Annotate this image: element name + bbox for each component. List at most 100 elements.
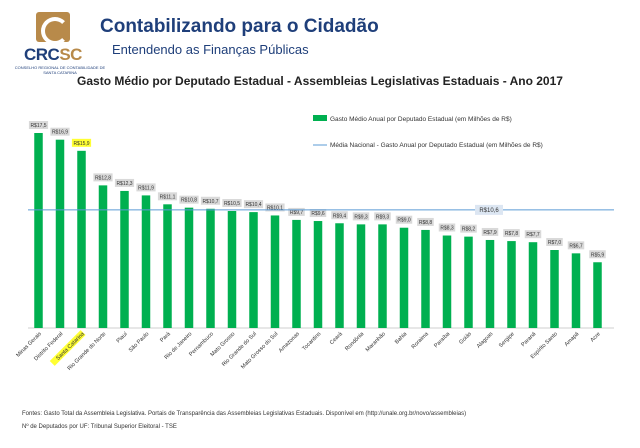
data-label-bg-12 <box>288 207 305 216</box>
category-label-17: Bahia <box>394 331 409 346</box>
data-label-bg-8 <box>200 196 221 205</box>
legend-bar-swatch <box>313 115 327 121</box>
data-label-bg-19 <box>438 223 456 232</box>
data-label-8: R$10,7 <box>202 199 218 205</box>
data-label-bg-20 <box>460 224 477 233</box>
data-label-bg-5 <box>136 183 156 192</box>
logo-wordmark: CRCSC <box>24 45 82 64</box>
bar-21 <box>485 239 495 328</box>
data-label-12: R$9,7 <box>290 210 304 216</box>
category-label-21: Alagoas <box>476 331 495 350</box>
data-label-bg-17 <box>395 215 413 224</box>
data-label-bg-16 <box>374 212 391 221</box>
data-label-bg-21 <box>481 227 499 236</box>
bar-16 <box>378 224 387 328</box>
category-label-22: Sergipe <box>498 331 516 349</box>
chart-title: Gasto Médio por Deputado Estadual - Asse… <box>77 74 563 88</box>
category-label-3: Rio Grande do Norte <box>67 331 108 372</box>
page-subtitle: Entendendo as Finanças Públicas <box>112 42 309 57</box>
data-label-6: R$11,1 <box>160 194 176 200</box>
bar-25 <box>571 253 581 328</box>
data-label-bg-6 <box>157 192 178 201</box>
bar-3 <box>98 185 108 328</box>
data-label-19: R$8,3 <box>440 226 454 232</box>
data-label-bg-1 <box>50 127 70 136</box>
bar-20 <box>464 236 473 328</box>
data-label-17: R$9,0 <box>397 218 411 224</box>
data-label-18: R$8,8 <box>419 220 433 226</box>
data-label-3: R$12,8 <box>95 175 111 181</box>
data-label-bg-3 <box>93 173 113 182</box>
bar-18 <box>421 229 430 328</box>
data-label-bg-25 <box>567 241 585 250</box>
data-label-24: R$7,0 <box>548 240 562 246</box>
data-label-bg-24 <box>546 238 563 246</box>
category-label-5: São Paulo <box>128 331 151 354</box>
data-label-bg-14 <box>331 211 348 220</box>
data-label-4: R$12,3 <box>116 181 132 187</box>
category-label-15: Rondônia <box>344 331 366 353</box>
bar-14 <box>335 223 344 328</box>
data-label-5: R$11,9 <box>138 185 154 191</box>
category-label-6: Pará <box>159 331 172 344</box>
category-label-16: Maranhão <box>365 331 387 353</box>
category-label-11: Mato Grosso do Sul <box>240 331 279 370</box>
data-label-21: R$7,9 <box>483 230 497 236</box>
category-label-25: Amapá <box>564 331 581 348</box>
data-label-bg-23 <box>524 230 542 239</box>
page-title: Contabilizando para o Cidadão <box>100 16 379 37</box>
footer-deputies: Nº de Deputados por UF: Tribunal Superio… <box>22 424 177 430</box>
data-label-0: R$17,5 <box>30 123 46 129</box>
data-label-bg-13 <box>309 209 327 218</box>
bar-13 <box>313 221 323 328</box>
bar-2 <box>77 150 86 328</box>
data-label-bg-18 <box>417 217 434 226</box>
category-label-4: Piauí <box>116 331 130 345</box>
bar-1 <box>55 139 65 328</box>
data-label-bg-7 <box>179 195 199 204</box>
data-label-bg-0 <box>28 121 49 129</box>
legend-average-label: Média Nacional - Gasto Anual por Deputad… <box>330 142 543 149</box>
data-label-23: R$7,7 <box>526 232 540 238</box>
category-label-20: Goiás <box>458 331 473 346</box>
data-label-1: R$16,9 <box>52 130 68 136</box>
data-label-bg-11 <box>265 203 285 212</box>
data-label-14: R$9,4 <box>333 213 347 219</box>
bar-24 <box>550 250 559 328</box>
data-label-bg-10 <box>243 200 264 209</box>
data-label-15: R$9,3 <box>354 214 368 220</box>
data-label-10: R$10,4 <box>245 202 261 208</box>
bar-11 <box>270 215 280 328</box>
bar-17 <box>399 227 409 328</box>
category-label-23: Paraná <box>520 331 538 349</box>
category-label-14: Ceará <box>329 331 345 347</box>
bar-6 <box>163 204 172 328</box>
data-label-7: R$10,8 <box>181 198 197 204</box>
category-label-19: Paraíba <box>433 331 452 350</box>
data-label-22: R$7,8 <box>505 231 519 237</box>
bar-22 <box>507 241 516 328</box>
data-label-25: R$6,7 <box>569 243 583 249</box>
crcsc-logo: CRCSC Conselho Regional de Contabilidade… <box>14 10 105 80</box>
data-label-bg-22 <box>503 229 520 238</box>
logo-subtitle: Conselho Regional de Contabilidade de Sa… <box>14 65 106 75</box>
data-label-bg-9 <box>222 199 242 207</box>
data-label-13: R$9,6 <box>311 211 325 217</box>
data-label-16: R$9,3 <box>376 214 390 220</box>
average-label-bg <box>475 204 503 215</box>
category-label-18: Roraima <box>411 331 431 351</box>
data-label-bg-15 <box>352 212 370 221</box>
bar-9 <box>227 211 237 328</box>
data-label-bg-4 <box>114 178 135 187</box>
data-label-2: R$15,9 <box>73 141 89 147</box>
bar-8 <box>206 208 215 328</box>
footer-sources: Fontes: Gasto Total da Assembleia Legisl… <box>22 411 467 417</box>
bar-19 <box>442 235 452 328</box>
bar-0 <box>34 133 43 328</box>
category-label-26: Acre <box>590 331 602 343</box>
crc-emblem-icon <box>36 12 70 45</box>
bar-5 <box>141 195 151 328</box>
bar-23 <box>528 242 538 328</box>
data-label-bg-26 <box>589 250 606 259</box>
